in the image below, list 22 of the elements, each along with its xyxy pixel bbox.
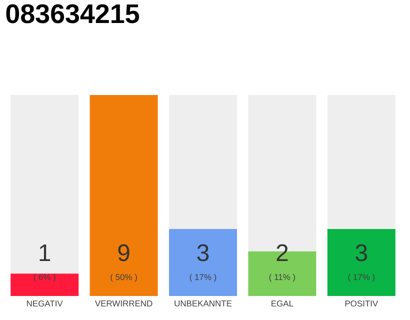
bar [169, 94, 238, 229]
data-label: 3 [197, 244, 209, 262]
data-label: 1 [40, 244, 50, 261]
annotation: ( 17% ) [190, 274, 216, 282]
annotation: ( 50% ) [110, 274, 137, 282]
annotation: ( 11% ) [269, 274, 296, 282]
data-label: 3 [356, 244, 368, 262]
x-tick-label: NEGATIV [27, 300, 63, 307]
data-label: 9 [118, 244, 130, 262]
annotation: ( 6% ) [34, 274, 56, 282]
x-tick-label: EGAL [272, 300, 294, 307]
chart-title: 083634215 [6, 4, 140, 24]
bar [90, 94, 158, 296]
bar [327, 228, 396, 296]
bar [10, 274, 79, 296]
x-tick-label: UNBEKANNTE [174, 300, 232, 306]
annotation: ( 17% ) [348, 274, 375, 282]
x-tick-label: POSITIV [345, 300, 378, 307]
bar [327, 94, 396, 229]
bar [10, 94, 79, 274]
x-tick-label: VERWIRREND [94, 300, 152, 306]
bar [169, 228, 238, 296]
